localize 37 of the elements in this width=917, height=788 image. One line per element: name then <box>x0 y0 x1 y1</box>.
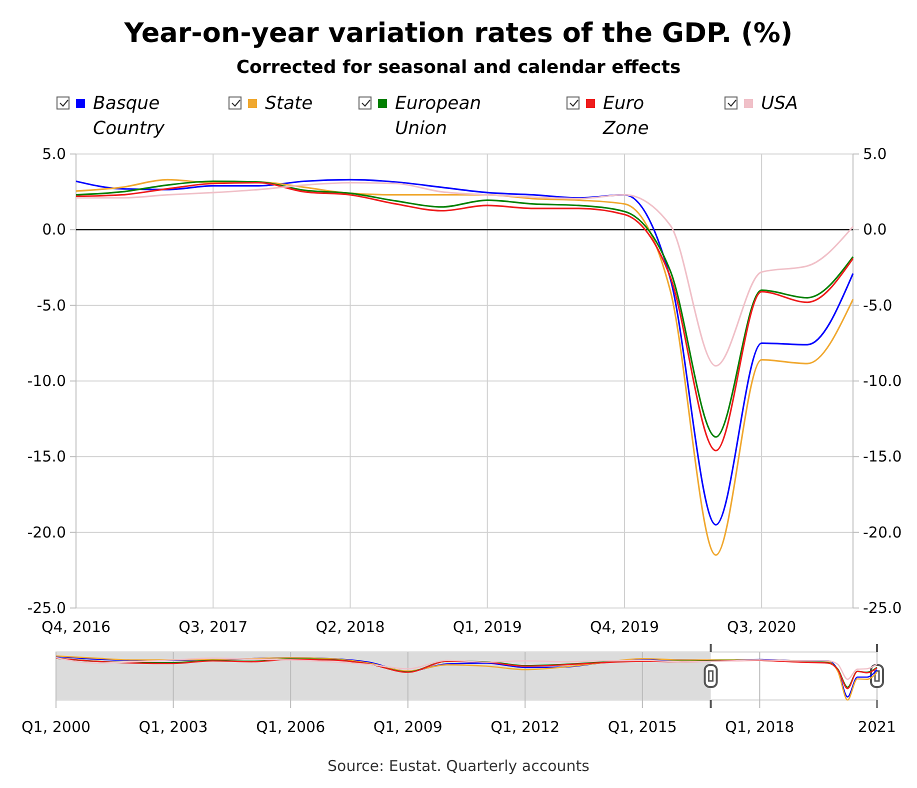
x-tick-label: Q1, 2006 <box>256 718 326 736</box>
y2-tick-label: -10.0 <box>863 372 902 390</box>
x-tick-label: Q1, 2009 <box>373 718 442 736</box>
chart-subtitle: Corrected for seasonal and calendar effects <box>236 57 681 78</box>
y-tick-label: -25.0 <box>27 599 66 617</box>
y-tick-label: 0.0 <box>42 220 66 239</box>
y-tick-label: -20.0 <box>27 523 66 542</box>
x-tick-label: Q1, 2003 <box>138 718 208 736</box>
x-tick-label: Q4, 2019 <box>590 618 659 636</box>
chart-title: Year-on-year variation rates of the GDP. (%) <box>123 18 793 49</box>
x-tick-label: Q1, 2018 <box>725 718 794 736</box>
x-tick-label: Q3, 2017 <box>178 618 248 636</box>
legend-label: European Union <box>395 93 482 139</box>
x-tick-label: Q3, 2020 <box>727 618 796 636</box>
x-tick-label: Q1, 2019 <box>452 618 522 636</box>
x-tick-label: 2021 <box>858 718 896 736</box>
y-tick-label: -15.0 <box>27 448 66 466</box>
y2-tick-label: 5.0 <box>863 145 887 163</box>
source-note: Source: Eustat. Quarterly accounts <box>328 757 590 775</box>
legend-label: Euro Zone <box>602 93 649 139</box>
y2-tick-label: -15.0 <box>863 448 902 466</box>
x-tick-label: Q1, 2015 <box>608 718 677 736</box>
x-tick-label: Q2, 2018 <box>316 618 385 636</box>
x-tick-label: Q1, 2012 <box>490 718 560 736</box>
y-tick-label: -10.0 <box>27 372 66 390</box>
y-tick-label: 5.0 <box>42 145 66 163</box>
line-series <box>75 182 854 367</box>
legend-label: State <box>265 93 313 114</box>
legend-label: USA <box>761 93 798 114</box>
y2-tick-label: -5.0 <box>863 296 892 314</box>
x-tick-label: Q1, 2000 <box>21 718 91 736</box>
y2-tick-label: -20.0 <box>863 523 902 542</box>
x-tick-label: Q4, 2016 <box>41 618 111 636</box>
y-tick-label: -5.0 <box>36 296 66 314</box>
y2-tick-label: -25.0 <box>863 599 902 617</box>
legend-label: Basque Country <box>93 93 165 139</box>
y2-tick-label: 0.0 <box>863 220 887 239</box>
